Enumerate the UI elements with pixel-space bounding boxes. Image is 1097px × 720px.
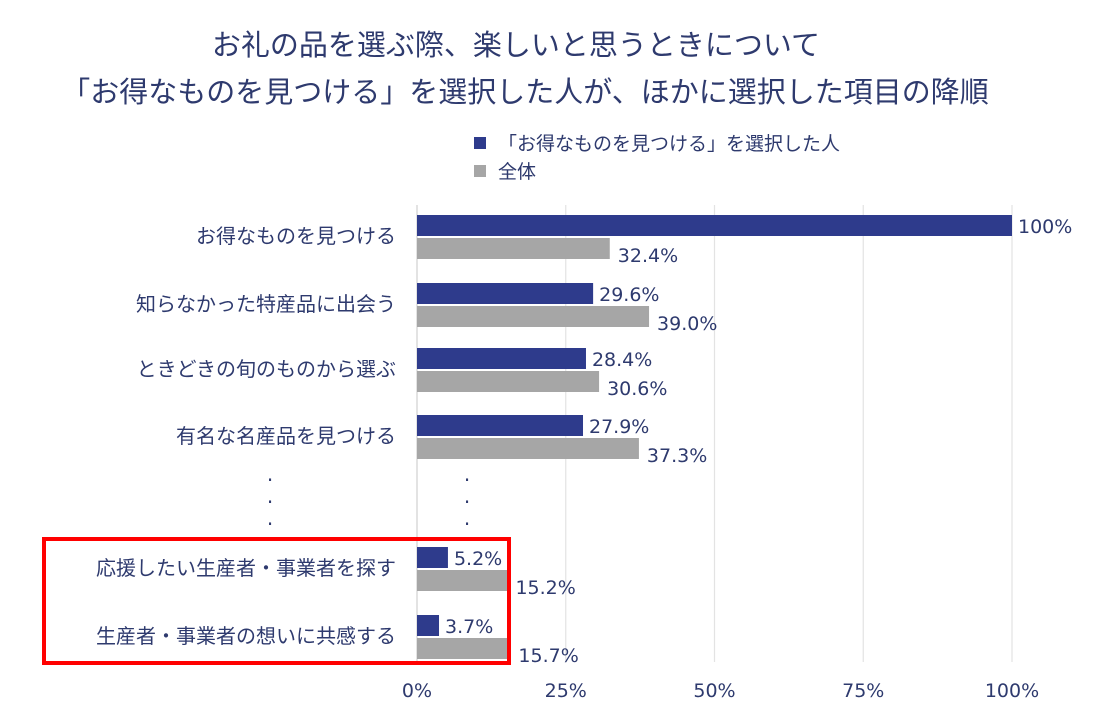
bar-s1-c1	[417, 215, 1012, 236]
category-label-6: 生産者・事業者の想いに共感する	[96, 624, 396, 648]
category-label-3: ときどきの旬のものから選ぶ	[137, 357, 396, 381]
title-line-1: お礼の品を選ぶ際、楽しいと思うときについて	[212, 28, 820, 62]
bar-s1-c3	[417, 348, 586, 369]
value-label-s2-c6: 15.7%	[518, 645, 578, 667]
category-label-2: 知らなかった特産品に出会う	[136, 292, 396, 316]
bar-s1-c4	[417, 415, 584, 436]
x-tick-label-2: 50%	[693, 680, 735, 702]
value-label-s1-c5: 5.2%	[454, 548, 502, 570]
highlight-box	[42, 537, 511, 665]
bar-s2-c5	[417, 570, 508, 591]
value-label-s2-c5: 15.2%	[515, 577, 575, 599]
value-label-s1-c2: 29.6%	[599, 284, 659, 306]
bar-s1-c5	[417, 547, 448, 568]
bar-s2-c2	[417, 306, 650, 327]
value-label-s1-c6: 3.7%	[445, 616, 493, 638]
value-label-s1-c3: 28.4%	[592, 349, 652, 371]
ellipsis-dot-2-1: ·	[464, 468, 470, 492]
category-labels: お得なものを見つける知らなかった特産品に出会うときどきの旬のものから選ぶ有名な名…	[96, 224, 396, 648]
ellipsis-dot-1-1: ·	[267, 468, 273, 492]
ellipsis-dot-1-3: ·	[267, 512, 273, 536]
bar-s1-c2	[417, 283, 594, 304]
x-tick-label-0: 0%	[402, 680, 432, 702]
bar-s2-c3	[417, 371, 600, 392]
title-line-2: 「お得なものを見つける」を選択した人が、ほかに選択した項目の降順	[61, 75, 988, 109]
legend-swatch-2	[474, 165, 486, 177]
category-label-1: お得なものを見つける	[196, 224, 396, 248]
ellipsis-dot-2-3: ·	[464, 512, 470, 536]
ellipsis-dot-1-2: ·	[267, 490, 273, 514]
value-label-s2-c2: 39.0%	[657, 313, 717, 335]
bar-s2-c6	[417, 638, 511, 659]
category-label-4: 有名な名産品を見つける	[176, 424, 396, 448]
category-label-5: 応援したい生産者・事業者を探す	[96, 556, 396, 580]
chart-title: お礼の品を選ぶ際、楽しいと思うときについて「お得なものを見つける」を選択した人が…	[61, 28, 988, 109]
bar-s2-c4	[417, 438, 639, 459]
x-axis-ticks: 0% 25% 50% 75% 100%	[402, 680, 1039, 702]
x-tick-label-3: 75%	[842, 680, 884, 702]
value-label-s2-c4: 37.3%	[647, 445, 707, 467]
ellipsis-dot-2-2: ·	[464, 490, 470, 514]
bars: 100% 32.4% 29.6% 39.0%28.4% 30.6% 27.9% 37.3% 5…	[417, 215, 1072, 667]
x-tick-label-4: 100%	[985, 680, 1039, 702]
highlight-rectangle	[42, 537, 511, 665]
legend-label-1: 「お得なものを見つける」を選択した人	[498, 133, 840, 155]
ellipsis-marks: ······	[267, 468, 470, 536]
legend-swatch-1	[474, 137, 486, 149]
value-label-s1-c4: 27.9%	[589, 416, 649, 438]
value-label-s2-c1: 32.4%	[618, 245, 678, 267]
legend-label-2: 全体	[498, 161, 536, 183]
value-label-s2-c3: 30.6%	[607, 378, 667, 400]
x-tick-label-1: 25%	[545, 680, 587, 702]
bar-s1-c6	[417, 615, 440, 636]
value-label-s1-c1: 100%	[1018, 216, 1072, 238]
bar-s2-c1	[417, 238, 610, 259]
